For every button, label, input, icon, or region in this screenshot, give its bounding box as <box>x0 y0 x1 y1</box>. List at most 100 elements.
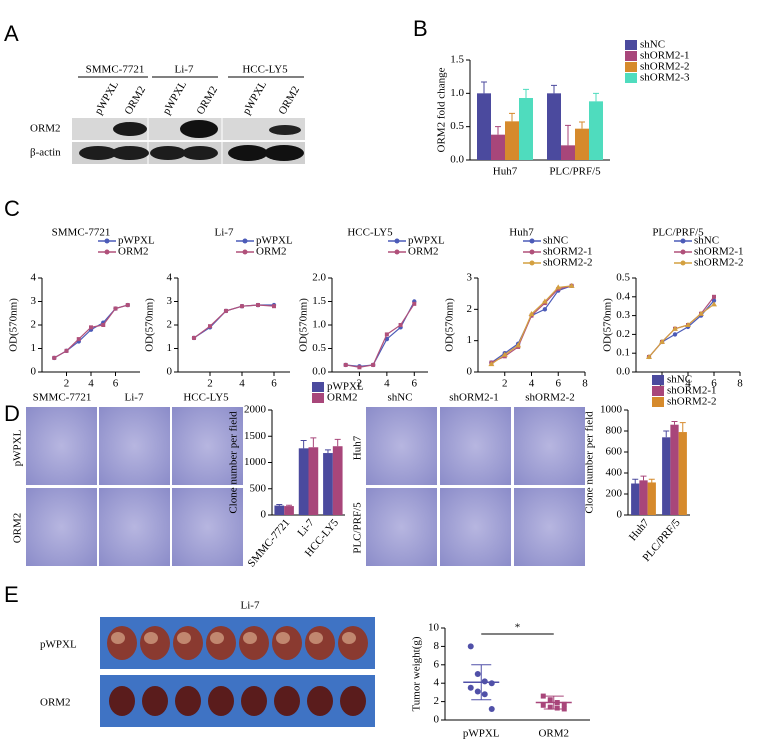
lane-label: pWPXL <box>92 79 121 117</box>
tumor <box>107 626 137 660</box>
marker <box>672 325 678 331</box>
point <box>481 691 488 698</box>
legend-swatch <box>652 397 664 407</box>
x-tick-label: 2 <box>64 378 70 390</box>
col-label: shORM2-2 <box>525 392 575 404</box>
x-tick-label: 6 <box>113 378 119 390</box>
band <box>269 125 301 135</box>
image <box>366 488 437 566</box>
x-tick-label: 4 <box>88 378 94 390</box>
error-bar <box>551 84 557 94</box>
legend-label: ORM2 <box>327 392 358 404</box>
lane-label: ORM2 <box>122 84 148 116</box>
error-bar <box>579 121 585 129</box>
marker <box>515 342 522 348</box>
legend-label: shORM2-1 <box>543 246 593 258</box>
group-label: HCC-LY5 <box>242 64 288 76</box>
image <box>26 488 97 566</box>
bar <box>662 437 671 515</box>
row-label: Huh7 <box>352 435 364 460</box>
tumor <box>241 686 267 716</box>
marker <box>672 332 678 337</box>
bar <box>639 480 648 515</box>
point <box>481 678 488 685</box>
row-label: pWPXL <box>40 639 77 651</box>
bar <box>298 448 309 515</box>
marker <box>240 304 244 309</box>
y-tick-label: 1.0 <box>312 319 326 331</box>
point <box>547 704 553 710</box>
bar <box>670 424 679 515</box>
tumor <box>109 686 135 716</box>
line <box>648 303 715 358</box>
col-label: HCC-LY5 <box>183 392 229 404</box>
bar <box>647 482 656 515</box>
line <box>345 301 415 367</box>
y-axis-label: Clone number per field <box>228 411 240 514</box>
sd-bar <box>471 664 492 701</box>
x-tick-label: Huh7 <box>627 516 652 543</box>
tumor <box>239 626 269 660</box>
legend-label: shORM2-2 <box>694 257 744 269</box>
y-tick-label: 1000 <box>244 456 267 468</box>
y-tick-label: 0 <box>467 366 473 378</box>
error-bar <box>324 449 331 454</box>
row-label: β-actin <box>30 147 61 159</box>
bar <box>284 506 294 515</box>
lane-label: ORM2 <box>276 84 302 116</box>
marker <box>343 362 348 367</box>
point <box>488 680 495 687</box>
bar <box>678 432 687 515</box>
legend-marker <box>394 249 400 255</box>
y-tick-label: 1 <box>167 342 173 354</box>
y-tick-label: 1000 <box>600 404 623 416</box>
tumor <box>274 686 300 716</box>
col-label: shNC <box>387 392 412 404</box>
tumor <box>305 626 335 660</box>
panel-label: D <box>4 401 20 426</box>
tumor-highlight <box>111 632 125 644</box>
row-label: ORM2 <box>30 123 61 135</box>
y-tick-label: 0.2 <box>616 328 630 340</box>
tumor <box>272 626 302 660</box>
y-tick-label: 0.5 <box>616 272 630 284</box>
line <box>491 285 572 364</box>
error-bar <box>565 124 571 146</box>
point <box>547 697 553 703</box>
chart-title: HCC-LY5 <box>347 227 393 239</box>
image <box>514 488 585 566</box>
y-axis-label: OD(570nm) <box>144 298 156 352</box>
col-label: shORM2-1 <box>449 392 499 404</box>
marker <box>371 362 376 367</box>
legend-marker <box>529 249 535 255</box>
legend-label: shORM2-2 <box>667 396 717 408</box>
point <box>561 701 567 707</box>
legend-marker <box>242 249 248 255</box>
bar <box>477 93 491 160</box>
line <box>345 303 415 368</box>
x-tick-label: Li-7 <box>295 516 317 539</box>
x-tick-label: PLC/PRF/5 <box>549 166 601 178</box>
legend-label: shORM2-1 <box>640 50 690 62</box>
marker <box>89 325 93 330</box>
bar <box>332 446 343 515</box>
tumor <box>208 686 234 716</box>
y-axis-label: OD(570nm) <box>444 298 456 352</box>
tumor-highlight <box>144 632 158 644</box>
y-tick-label: 0 <box>31 366 37 378</box>
y-tick-label: 1.5 <box>312 295 326 307</box>
legend-label: ORM2 <box>118 246 149 258</box>
legend-swatch <box>652 386 664 396</box>
image <box>99 488 170 566</box>
point <box>467 643 474 650</box>
x-tick-label: Huh7 <box>493 166 518 178</box>
y-tick-label: 6 <box>434 658 440 670</box>
legend-swatch <box>625 62 637 72</box>
y-axis-label: Tumor weight(g) <box>411 636 423 711</box>
legend-label: shNC <box>667 374 692 386</box>
tumor <box>175 686 201 716</box>
tumor-highlight <box>276 632 290 644</box>
row-label: pWPXL <box>12 429 24 466</box>
point <box>561 706 567 712</box>
